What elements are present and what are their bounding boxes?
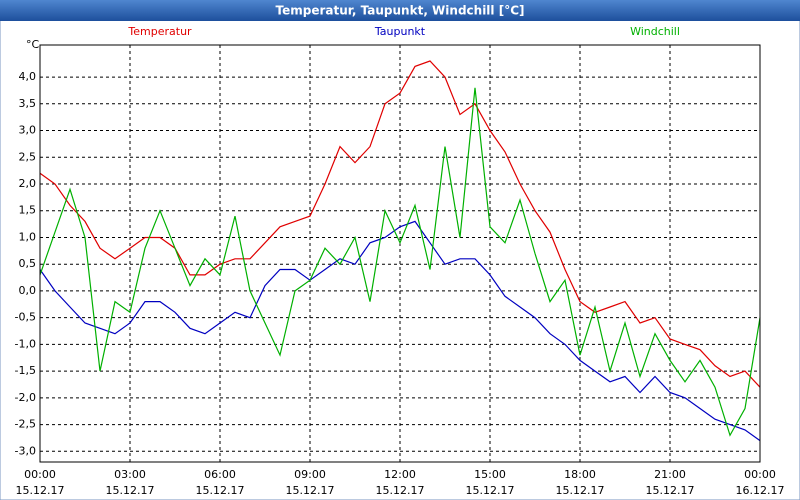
y-tick-label: -1,0 — [15, 337, 36, 350]
y-tick-label: 2,0 — [19, 177, 37, 190]
chart-title: Temperatur, Taupunkt, Windchill [°C] — [276, 4, 525, 18]
x-tick-label: 06:00 — [204, 468, 236, 481]
x-tick-date: 15.12.17 — [376, 484, 425, 497]
y-tick-label: 1,5 — [19, 204, 37, 217]
y-tick-label: 0,5 — [19, 257, 37, 270]
x-tick-date: 16.12.17 — [736, 484, 785, 497]
y-tick-label: 1,0 — [19, 230, 37, 243]
x-tick-date: 15.12.17 — [16, 484, 65, 497]
y-tick-label: -2,5 — [15, 418, 36, 431]
x-tick-date: 15.12.17 — [106, 484, 155, 497]
x-tick-date: 15.12.17 — [196, 484, 245, 497]
y-tick-label: 3,0 — [19, 124, 37, 137]
x-tick-date: 15.12.17 — [646, 484, 695, 497]
x-tick-label: 12:00 — [384, 468, 416, 481]
x-tick-label: 15:00 — [474, 468, 506, 481]
x-tick-label: 18:00 — [564, 468, 596, 481]
x-tick-label: 09:00 — [294, 468, 326, 481]
plot-frame — [39, 44, 761, 463]
y-tick-label: -1,5 — [15, 364, 36, 377]
series-line — [39, 60, 761, 388]
x-tick-label: 03:00 — [114, 468, 146, 481]
x-tick-label: 00:00 — [24, 468, 56, 481]
y-tick-label: -3,0 — [15, 444, 36, 457]
legend-entry: Temperatur — [127, 25, 192, 38]
y-tick-label: 2,5 — [19, 150, 37, 163]
x-tick-date: 15.12.17 — [286, 484, 335, 497]
series-line — [39, 220, 761, 442]
x-tick-date: 15.12.17 — [466, 484, 515, 497]
legend-entry: Windchill — [630, 25, 680, 38]
title-bar — [0, 0, 800, 21]
legend-entry: Taupunkt — [374, 25, 426, 38]
x-tick-label: 21:00 — [654, 468, 686, 481]
y-tick-label: 0,0 — [19, 284, 37, 297]
series-line — [39, 87, 761, 437]
x-tick-label: 00:00 — [744, 468, 776, 481]
x-tick-date: 15.12.17 — [556, 484, 605, 497]
y-tick-label: 4,0 — [19, 70, 37, 83]
y-tick-label: 3,5 — [19, 97, 37, 110]
y-tick-label: -0,5 — [15, 311, 36, 324]
y-axis-label: °C — [26, 38, 40, 51]
y-tick-label: -2,0 — [15, 391, 36, 404]
